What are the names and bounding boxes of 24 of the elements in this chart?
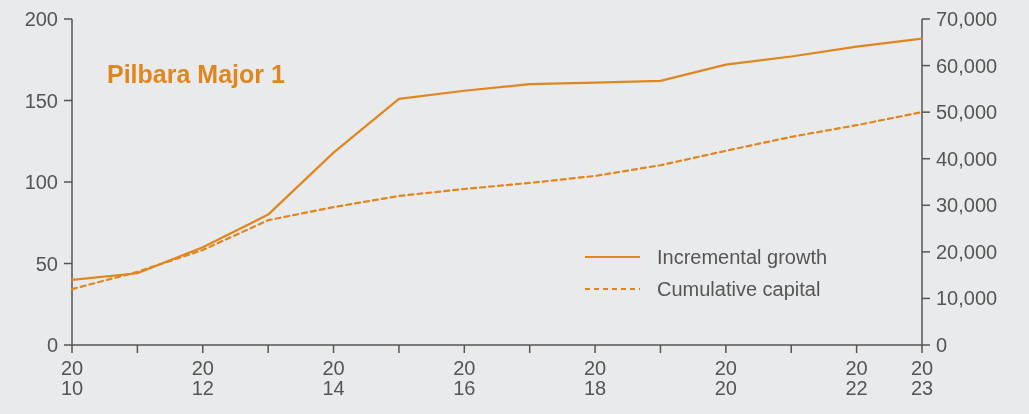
y2-tick-label: 70,000	[936, 8, 998, 30]
x-tick-label: 20 18	[583, 357, 607, 399]
y2-tick-label: 20,000	[936, 240, 998, 263]
text: Pilbara Major 1	[107, 60, 285, 88]
x-tick-label: 20 20	[714, 357, 737, 399]
y2-tick-label: 60,000	[936, 54, 998, 77]
x-tick-label: 20 14	[322, 357, 345, 399]
y-tick-label: 150	[24, 89, 58, 112]
y2-tick-label: 10,000	[936, 287, 998, 310]
y-tick-label: 100	[24, 171, 58, 193]
y2-tick-label: 0	[936, 334, 948, 356]
y2-tick-label: 50,000	[936, 101, 998, 124]
y2-tick-label: 30,000	[936, 194, 998, 217]
y-tick-label: 50	[35, 252, 58, 275]
x-tick-label: 20 10	[60, 357, 84, 399]
y-tick-label: 0	[46, 334, 58, 356]
legend-label: Cumulative capital	[657, 278, 821, 300]
x-tick-label: 20 16	[453, 357, 476, 399]
x-tick-label: 20 22	[845, 357, 868, 399]
x-tick-label: 20 12	[191, 357, 214, 399]
y-tick-label: 200	[24, 8, 58, 30]
legend-label: Incremental growth	[657, 246, 828, 268]
y2-tick-label: 40,000	[936, 147, 998, 170]
x-tick-label: 20 23	[910, 357, 934, 399]
